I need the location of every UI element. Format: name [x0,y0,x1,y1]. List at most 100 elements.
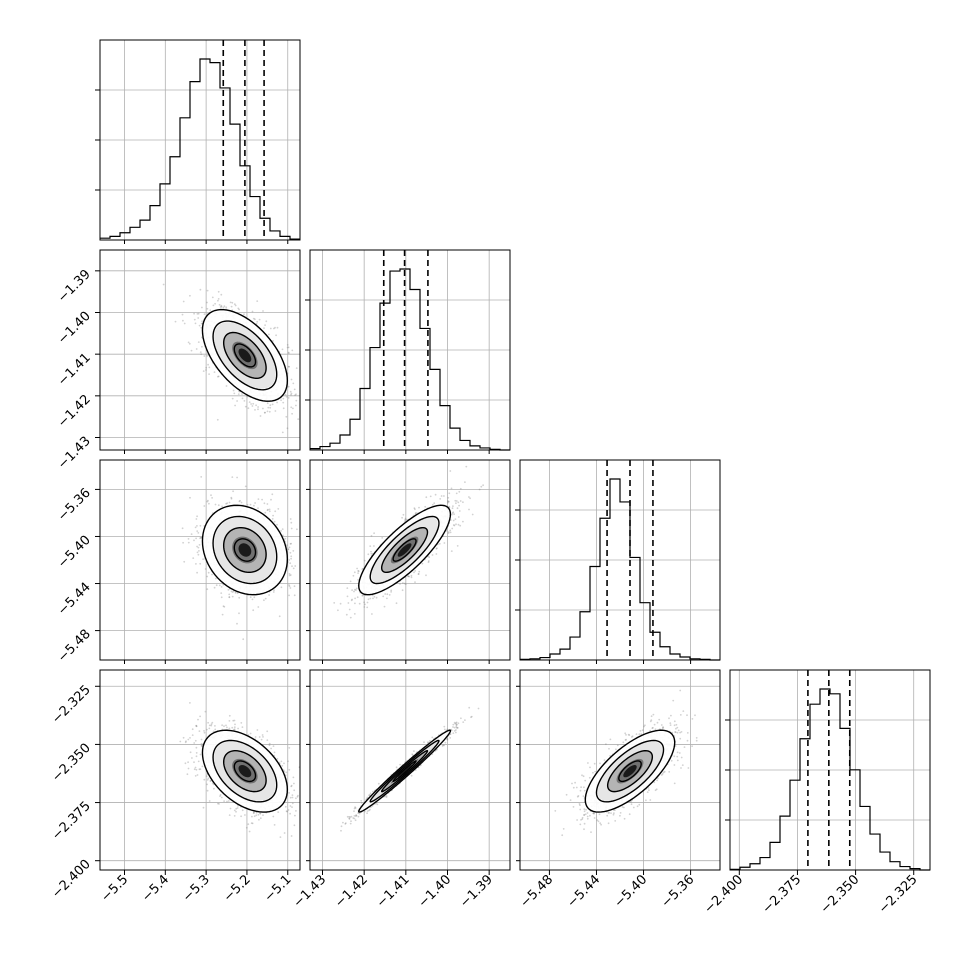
sample-point [221,613,224,616]
sample-point [288,574,291,577]
sample-point [358,602,361,605]
sample-point [435,547,438,550]
sample-point [198,324,201,327]
sample-point [363,606,366,608]
sample-point [208,724,211,727]
sample-point [427,561,430,564]
sample-point [289,812,291,815]
sample-point [214,302,217,305]
sample-point [257,406,259,408]
sample-point [403,582,406,585]
sample-point [209,309,212,311]
sample-point [213,586,216,589]
sample-point [302,366,304,368]
sample-point [230,497,233,500]
sample-point [417,573,420,575]
sample-point [236,476,239,479]
sample-point [248,830,251,833]
sample-point [196,525,198,527]
sample-point [208,800,211,802]
sample-point [286,346,289,349]
sample-point [198,550,200,552]
sample-point [244,405,247,408]
sample-point [363,601,365,604]
sample-point [405,518,408,521]
sample-point [244,814,246,816]
sample-point [232,490,235,493]
sample-point [196,515,199,518]
sample-point [443,542,446,544]
sample-point [282,407,285,410]
sample-point [211,573,213,576]
sample-point [295,404,297,407]
sample-point [297,418,300,420]
sample-point [257,507,259,509]
sample-point [217,504,220,507]
sample-point [451,507,454,510]
histogram-panel-3 [725,669,931,871]
sample-point [238,390,241,393]
sample-point [282,534,284,537]
sample-point [290,542,292,545]
sample-point [255,404,257,407]
sample-point [249,596,252,599]
density-level-4 [238,348,252,363]
sample-point [244,485,247,488]
sample-point [454,499,457,502]
sample-point [434,493,437,496]
sample-point [257,498,260,500]
sample-point [307,406,309,408]
sample-point [435,553,438,555]
sample-point [206,783,209,786]
sample-point [279,836,282,838]
sample-point [263,502,266,505]
contour-line [380,526,429,574]
sample-point [277,811,280,813]
sample-point [191,728,194,731]
sample-point [288,559,291,561]
sample-point [383,605,386,608]
sample-point [197,546,200,549]
sample-point [234,304,237,307]
density-level-4 [397,543,412,557]
sample-point [455,502,457,505]
sample-point [352,574,355,577]
sample-point [241,397,244,400]
contour-line [212,320,278,391]
sample-point [443,495,445,497]
contour-line [212,515,278,585]
sample-point [254,318,256,321]
sample-point [220,586,223,588]
sample-point [349,616,352,619]
sample-point [199,562,202,565]
sample-point [337,609,339,612]
sample-point [262,310,264,312]
sample-point [273,589,275,592]
sample-point [287,351,290,354]
sample-point [263,599,265,602]
sample-point [356,567,358,570]
sample-point [206,307,209,310]
contour-line [222,526,267,574]
sample-point [282,401,285,404]
sample-point [292,382,295,385]
sample-point [266,402,269,405]
sample-point [373,532,375,535]
sample-point [198,768,201,771]
sample-point [287,365,290,368]
sample-point [251,310,254,313]
sample-point [206,789,209,792]
sample-point [228,596,231,599]
sample-point [219,306,222,308]
sample-point [195,725,198,728]
sample-point [211,296,214,299]
sample-point [250,403,253,405]
sample-point [291,412,293,415]
sample-point [280,586,283,589]
sample-point [410,574,413,577]
sample-point [295,367,298,369]
sample-point [202,558,205,561]
sample-point [239,499,241,502]
sample-point [206,301,208,304]
sample-point [347,602,350,604]
